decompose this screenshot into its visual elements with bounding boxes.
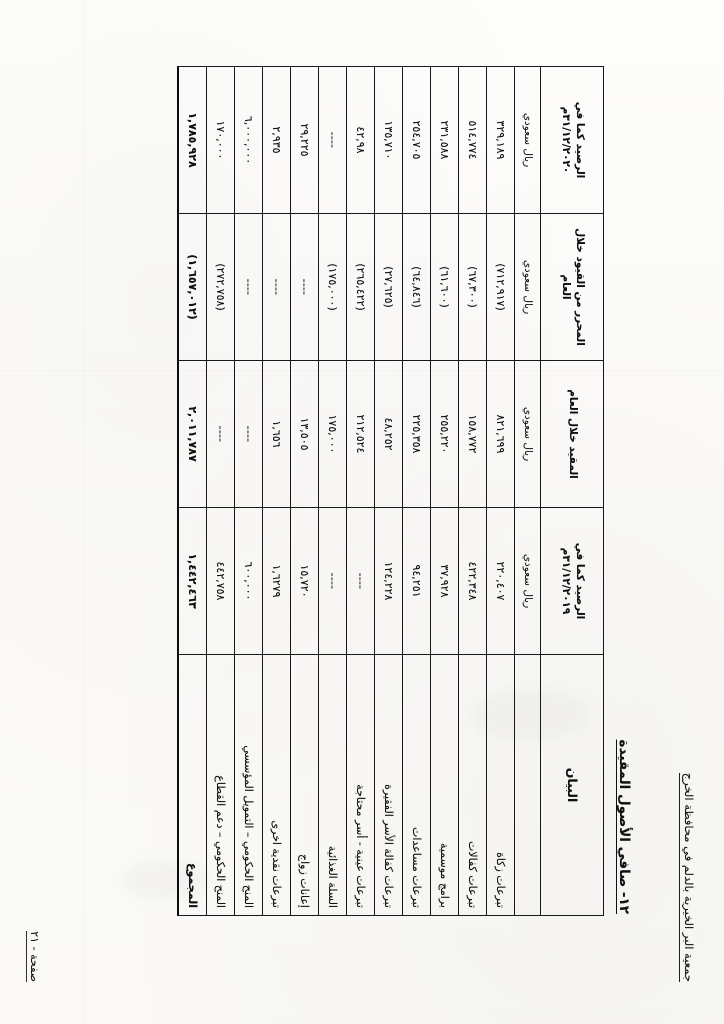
cell-balance-2020: ١٧٠,٠٠٠ (206, 66, 235, 214)
cell-added: ١٣,٥٠٥ (290, 360, 319, 508)
cell-balance-2020: ٦,٠٠٠,٠٠٠ (234, 66, 263, 214)
table-row: برامج موسمية ٣٧,٩٢٨ ٢٥٥,٢٢٠ (٦١,٦٠٠) ٢٣١,٥٨٨ (430, 66, 459, 916)
table-row: تبرعات مساعدات ٩٤,٢٥١ ٢٢٥,٣٥٨ (٦٤,٨٤٦) ٢٥٤,٧… (402, 66, 431, 916)
page-title: ١٢- صافي الأصول المقيدة (616, 739, 632, 914)
table-footer: المجموع ١,٤٤٢,٤٦٣ ٢,٠١١,٧٨٧ (١,٦٥٧,٠١٢) … (178, 66, 207, 916)
column-header-added-during-year: المقيد خلال العام (540, 360, 604, 508)
cell-balance-2020: ---- (318, 66, 347, 214)
unit-cell-balance-2020: ريال سعودي (514, 66, 541, 214)
table-row: تبرعات زكاة ٢٢٠,٤٠٧ ٨٢١,٦٩٩ (٧١٢,٩١٧) ٣٢٩,١٨… (486, 66, 515, 916)
cell-balance-2019: ٦٠٠,٠٠٠ (234, 507, 263, 655)
cell-released: (١٧٥,٠٠٠) (318, 213, 347, 361)
row-label: تبرعات مساعدات (402, 654, 431, 916)
row-label: تبرعات كفالة الأسر الفقيرة (374, 654, 403, 916)
cell-added: ١,٦٥٦ (262, 360, 291, 508)
column-header-balance-2020: الرصيد كما في ٣١/١٢/٢٠٢٠م (540, 66, 604, 214)
cell-released: (٧١٢,٩١٧) (486, 213, 515, 361)
cell-balance-2019: ٣٧,٩٢٨ (430, 507, 459, 655)
cell-released: (٦٧,٣٠٠) (458, 213, 487, 361)
cell-balance-2019: ---- (346, 507, 375, 655)
cell-added: ---- (206, 360, 235, 508)
row-label: تبرعات كفالات (458, 654, 487, 916)
column-header-description: البيان (540, 654, 604, 916)
cell-balance-2020: ٢,٩٣٥ (262, 66, 291, 214)
total-added: ٢,٠١١,٧٨٧ (178, 360, 207, 508)
unit-cell-description (514, 654, 541, 916)
cell-balance-2020: ٢٥٤,٧٠٥ (402, 66, 431, 214)
table-row: المنح الحكومي – دعم القطاع ٤٤٢,٧٥٨ ---- (٢٧… (206, 66, 235, 916)
table-header-row: البيان الرصيد كما في ٣١/١٢/٢٠١٩م المقيد … (540, 66, 604, 916)
total-balance-2019: ١,٤٤٢,٤٦٣ (178, 507, 207, 655)
row-label: إعانات زواج (290, 654, 319, 916)
financial-table-container: البيان الرصيد كما في ٣١/١٢/٢٠١٩م المقيد … (177, 66, 604, 916)
row-label: المنح الحكومي – دعم القطاع (206, 654, 235, 916)
unit-cell-released: ريال سعودي (514, 213, 541, 361)
cell-added: ٤٨,٢٥٢ (374, 360, 403, 508)
page-number: صفحة - ٢١ (26, 931, 41, 982)
cell-released: (٢٦٥,٤٢٢) (346, 213, 375, 361)
cell-balance-2019: ٤٤٢,٧٥٨ (206, 507, 235, 655)
cell-balance-2019: ٢٢٠,٤٠٧ (486, 507, 515, 655)
document-header-organization: جمعية البر الخيرية بالدلم في محافظة الخر… (679, 772, 696, 982)
cell-released: (٢٧٢,٧٥٨) (206, 213, 235, 361)
table-unit-row: ريال سعودي ريال سعودي ريال سعودي ريال سع… (514, 66, 541, 916)
cell-balance-2020: ٤٢,٩٨ (346, 66, 375, 214)
cell-balance-2020: ٢٩,٢٢٥ (290, 66, 319, 214)
total-label: المجموع (178, 654, 207, 916)
cell-balance-2020: ٢٣١,٥٨٨ (430, 66, 459, 214)
cell-balance-2019: ---- (318, 507, 347, 655)
cell-added: ١٧٥,٠٠٠ (318, 360, 347, 508)
row-label: السلة الغذائية (318, 654, 347, 916)
column-header-balance-2019: الرصيد كما في ٣١/١٢/٢٠١٩م (540, 507, 604, 655)
cell-released: ---- (262, 213, 291, 361)
table-row: تبرعات كفالات ٤٢٢,٣٤٨ ١٥٨,٧٧٢ (٦٧,٣٠٠) ٥١٤,٧… (458, 66, 487, 916)
row-label: برامج موسمية (430, 654, 459, 916)
row-label: تبرعات عينية - أسر محتاجة (346, 654, 375, 916)
column-header-released-during-year: المحرر من القيود خلال العام (540, 213, 604, 361)
cell-balance-2019: ١٢٤,٢٢٨ (374, 507, 403, 655)
cell-balance-2019: ٤٢٢,٣٤٨ (458, 507, 487, 655)
cell-balance-2019: ٩٤,٢٥١ (402, 507, 431, 655)
table-row: إعانات زواج ١٥,٧٢٠ ١٣,٥٠٥ ---- ٢٩,٢٢٥ (290, 66, 319, 916)
cell-added: ٢٢٥,٣٥٨ (402, 360, 431, 508)
cell-balance-2019: ١,٦٢٧٩ (262, 507, 291, 655)
table-body: تبرعات زكاة ٢٢٠,٤٠٧ ٨٢١,٦٩٩ (٧١٢,٩١٧) ٣٢٩,١٨… (206, 66, 515, 916)
table-row: المنح الحكومي – التمويل المؤسسي ٦٠٠,٠٠٠ --… (234, 66, 263, 916)
row-label: تبرعات نقدية اخرى (262, 654, 291, 916)
cell-released: ---- (234, 213, 263, 361)
row-label: المنح الحكومي – التمويل المؤسسي (234, 654, 263, 916)
table-header: البيان الرصيد كما في ٣١/١٢/٢٠١٩م المقيد … (514, 66, 604, 916)
unit-cell-balance-2019: ريال سعودي (514, 507, 541, 655)
cell-balance-2019: ١٥,٧٢٠ (290, 507, 319, 655)
table-row: تبرعات عينية - أسر محتاجة ---- ٢١٢,٥٢٤ (٢٦٥… (346, 66, 375, 916)
cell-released: (٢٧,٦٢٥) (374, 213, 403, 361)
cell-released: (٦٤,٨٤٦) (402, 213, 431, 361)
table-row: تبرعات نقدية اخرى ١,٦٢٧٩ ١,٦٥٦ ---- ٢,٩٣٥ (262, 66, 291, 916)
cell-added: ١٥٨,٧٧٢ (458, 360, 487, 508)
table-row: السلة الغذائية ---- ١٧٥,٠٠٠ (١٧٥,٠٠٠) ---- (318, 66, 347, 916)
cell-balance-2020: ٣٢٩,١٨٩ (486, 66, 515, 214)
cell-added: ٢١٢,٥٢٤ (346, 360, 375, 508)
total-balance-2020: ١,٧٨٥,٩٢٨ (178, 66, 207, 214)
cell-added: ٨٢١,٦٩٩ (486, 360, 515, 508)
row-label: تبرعات زكاة (486, 654, 515, 916)
restricted-assets-table: البيان الرصيد كما في ٣١/١٢/٢٠١٩م المقيد … (177, 66, 604, 916)
table-row: تبرعات كفالة الأسر الفقيرة ١٢٤,٢٢٨ ٤٨,٢٥٢(… (374, 66, 403, 916)
cell-balance-2020: ١٣٥,٧١٠ (374, 66, 403, 214)
unit-cell-added: ريال سعودي (514, 360, 541, 508)
cell-added: ٢٥٥,٢٢٠ (430, 360, 459, 508)
cell-released: ---- (290, 213, 319, 361)
table-total-row: المجموع ١,٤٤٢,٤٦٣ ٢,٠١١,٧٨٧ (١,٦٥٧,٠١٢) … (178, 66, 207, 916)
cell-released: (٦١,٦٠٠) (430, 213, 459, 361)
total-released: (١,٦٥٧,٠١٢) (178, 213, 207, 361)
cell-balance-2020: ٥١٤,٧٧٤ (458, 66, 487, 214)
cell-added: ---- (234, 360, 263, 508)
